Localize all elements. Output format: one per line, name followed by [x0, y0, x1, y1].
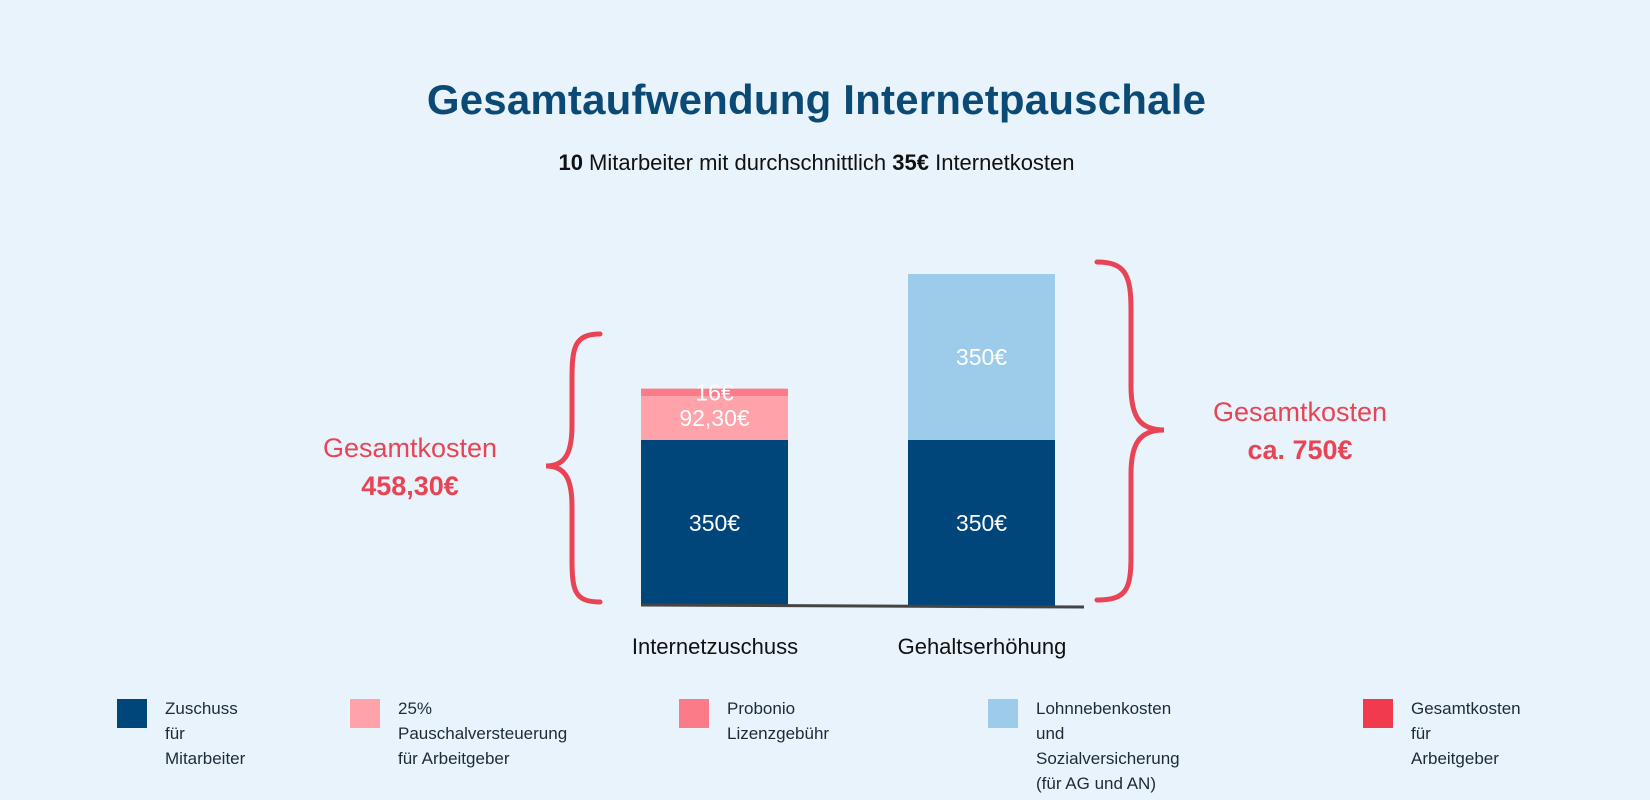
legend-label: Probonio Lizenzgebühr [727, 699, 830, 743]
chart-title: Gesamtaufwendung Internetpauschale [426, 76, 1207, 123]
subtitle-price: 35€ [892, 150, 929, 175]
legend-label: 25% Pauschalversteuerung für Arbeitgeber [398, 699, 568, 768]
total-internetzuschuss: Gesamtkosten 458,30€ [290, 429, 530, 505]
legend-swatch [1363, 699, 1393, 728]
bar-segment [641, 440, 788, 606]
category-label: Internetzuschuss [632, 634, 798, 659]
legend-swatch [679, 699, 709, 728]
chart-subtitle: 10 Mitarbeiter mit durchschnittlich 35€ … [0, 150, 1633, 176]
right-brace [1094, 259, 1165, 603]
data-label: 92,30€ [679, 405, 750, 431]
bar-segment [908, 274, 1055, 440]
data-label: 350€ [956, 510, 1007, 536]
total-right-label: Gesamtkosten [1212, 397, 1388, 427]
legend-label: Gesamtkosten für Arbeitgeber [1411, 699, 1521, 768]
subtitle-text-1: Mitarbeiter mit durchschnittlich [582, 150, 893, 175]
bar-segment [908, 440, 1055, 606]
total-right-value: ca. 750€ [1247, 435, 1353, 465]
legend-swatch [988, 699, 1018, 728]
bar-segment [641, 396, 788, 440]
subtitle-text-2: Internetkosten [928, 150, 1075, 175]
left-brace [545, 331, 603, 605]
baseline-axis [640, 603, 1085, 609]
bar-segment [641, 388, 788, 397]
legend-swatch [350, 699, 380, 728]
legend-label: Zuschuss für Mitarbeiter [165, 699, 246, 768]
total-gehaltserhoehung: Gesamtkosten ca. 750€ [1180, 393, 1420, 469]
data-label: 16€ [695, 379, 734, 405]
legend-swatch [117, 699, 147, 728]
subtitle-count: 10 [558, 150, 583, 175]
total-left-label: Gesamtkosten [322, 433, 498, 463]
category-label: Gehaltserhöhung [898, 634, 1067, 659]
data-label: 350€ [689, 510, 740, 536]
data-label: 350€ [956, 344, 1007, 370]
total-left-value: 458,30€ [361, 471, 459, 501]
legend-label: Lohnnebenkosten und Sozialversicherung (… [1036, 699, 1180, 793]
